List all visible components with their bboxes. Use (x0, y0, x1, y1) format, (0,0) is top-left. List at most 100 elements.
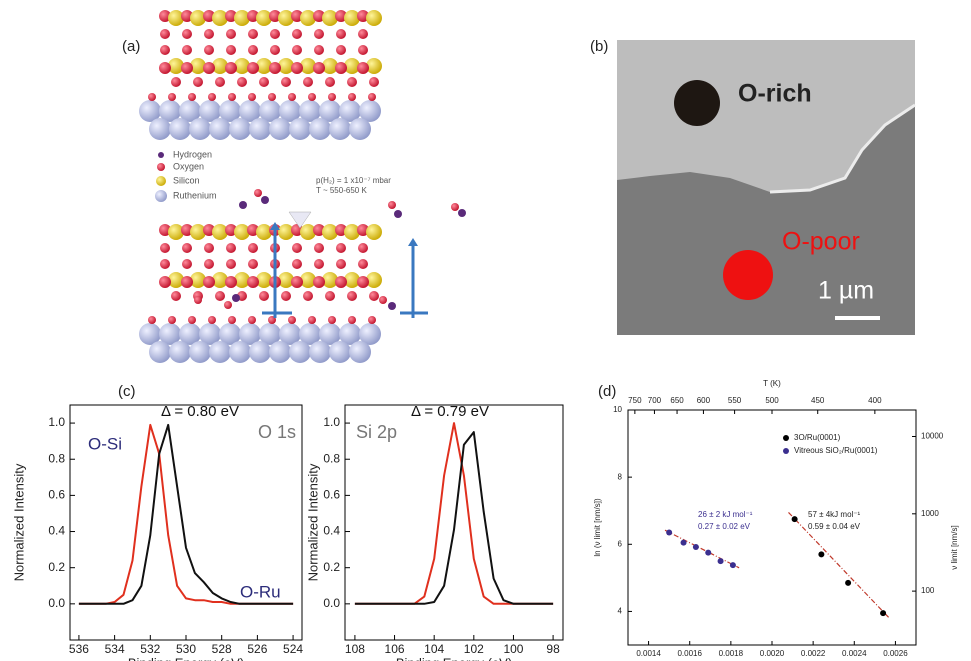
silicon-atom (168, 58, 184, 74)
silicon-atom (212, 224, 228, 240)
x-tick-label: 0.0018 (719, 649, 744, 658)
oxygen-atom (203, 224, 215, 236)
oxygen-atom (160, 29, 170, 39)
oxygen-atom (292, 259, 302, 269)
data-point (845, 579, 852, 586)
silicon-atom (366, 58, 382, 74)
oxygen-atom (281, 291, 291, 301)
oxygen-atom (159, 224, 171, 236)
ruthenium-atom (209, 341, 231, 363)
y-tick-label: 0.2 (323, 560, 340, 574)
ruthenium-atom (329, 118, 351, 140)
oxygen-atom (369, 77, 379, 87)
oxygen-atom (259, 77, 269, 87)
x-tick-label: 108 (345, 642, 365, 656)
ruthenium-atom (299, 100, 321, 122)
oxygen-atom (160, 259, 170, 269)
oxygen-atom (203, 10, 215, 22)
ruthenium-atom (309, 341, 331, 363)
y-tick-label: 4 (618, 607, 623, 616)
oxygen-atom (228, 316, 236, 324)
flux-arrow-head (408, 238, 418, 246)
annotation: O 1s (258, 422, 296, 442)
oxygen-atom (248, 29, 258, 39)
silicon-atom (300, 10, 316, 26)
annotation: 26 ± 2 kJ mol⁻¹ (698, 510, 753, 519)
oxygen-atom (159, 62, 171, 74)
ruthenium-atom (259, 323, 281, 345)
x-tick-label: 0.0016 (677, 649, 702, 658)
silicon-atom (278, 272, 294, 288)
silicon-atom (322, 272, 338, 288)
oxygen-atom (160, 243, 170, 253)
oxygen-atom (288, 316, 296, 324)
oxygen-atom (357, 224, 369, 236)
silicon-atom (256, 272, 272, 288)
oxygen-atom (357, 10, 369, 22)
x-tick-label: 104 (424, 642, 444, 656)
silicon-atom (168, 272, 184, 288)
x-axis-title: Binding Energy (eV) (396, 655, 512, 661)
oxygen-atom (188, 93, 196, 101)
silicon-atom (256, 224, 272, 240)
silicon-atom (168, 224, 184, 240)
oxygen-atom (288, 93, 296, 101)
ruthenium-atom (359, 323, 381, 345)
process-arrow-head (288, 211, 312, 229)
x-tick-label: 526 (247, 642, 267, 656)
annotation: Si 2p (356, 422, 397, 442)
ruthenium-atom (269, 341, 291, 363)
oxygen-atom (313, 10, 325, 22)
oxygen-atom (248, 243, 258, 253)
oxygen-atom (314, 243, 324, 253)
ruthenium-atom (179, 100, 201, 122)
silicon-atom (190, 272, 206, 288)
oxygen-atom (181, 276, 193, 288)
oxygen-atom (159, 10, 171, 22)
silicon-atom (366, 224, 382, 240)
annotation: Δ = 0.79 eV (411, 403, 489, 420)
oxygen-atom (181, 62, 193, 74)
desorbing-molecule (261, 196, 269, 204)
y2-tick-label: 100 (921, 586, 935, 595)
oxygen-atom (160, 45, 170, 55)
oxygen-atom (335, 10, 347, 22)
oxygen-atom (358, 243, 368, 253)
desorbing-molecule (232, 294, 240, 302)
silicon-atom (300, 224, 316, 240)
panel-label: (d) (598, 383, 616, 400)
legend-text: Hydrogen (173, 149, 212, 159)
x2-tick-label: 600 (697, 396, 711, 405)
x2-tick-label: 750 (628, 396, 642, 405)
oxygen-atom (225, 276, 237, 288)
oxygen-atom (314, 29, 324, 39)
oxygen-atom (148, 93, 156, 101)
ruthenium-atom (319, 323, 341, 345)
oxygen-atom (226, 259, 236, 269)
ruthenium-atom (299, 323, 321, 345)
ruthenium-atom (189, 341, 211, 363)
x-tick-label: 106 (385, 642, 405, 656)
ruthenium-atom (209, 118, 231, 140)
panel-label: (b) (590, 38, 608, 55)
y-tick-label: 6 (618, 539, 623, 548)
oxygen-atom (259, 291, 269, 301)
y-tick-label: 0.4 (48, 524, 65, 538)
oxygen-atom (368, 93, 376, 101)
oxygen-atom (313, 276, 325, 288)
desorbing-molecule (458, 209, 466, 217)
desorbing-molecule (194, 296, 202, 304)
y-axis-title: Normalized Intensity (11, 463, 26, 581)
y-tick-label: 0.0 (48, 596, 65, 610)
oxygen-atom (226, 243, 236, 253)
ruthenium-atom (309, 118, 331, 140)
oxygen-atom (368, 316, 376, 324)
y-tick-label: 0.2 (48, 560, 65, 574)
data-point (680, 539, 687, 546)
annotation: O-Ru (240, 582, 281, 601)
silicon-atom (322, 58, 338, 74)
oxygen-atom (269, 10, 281, 22)
oxygen-atom (313, 224, 325, 236)
y-axis-title: ln (ν limit [nm/s]) (593, 498, 602, 557)
oxygen-atom (303, 77, 313, 87)
